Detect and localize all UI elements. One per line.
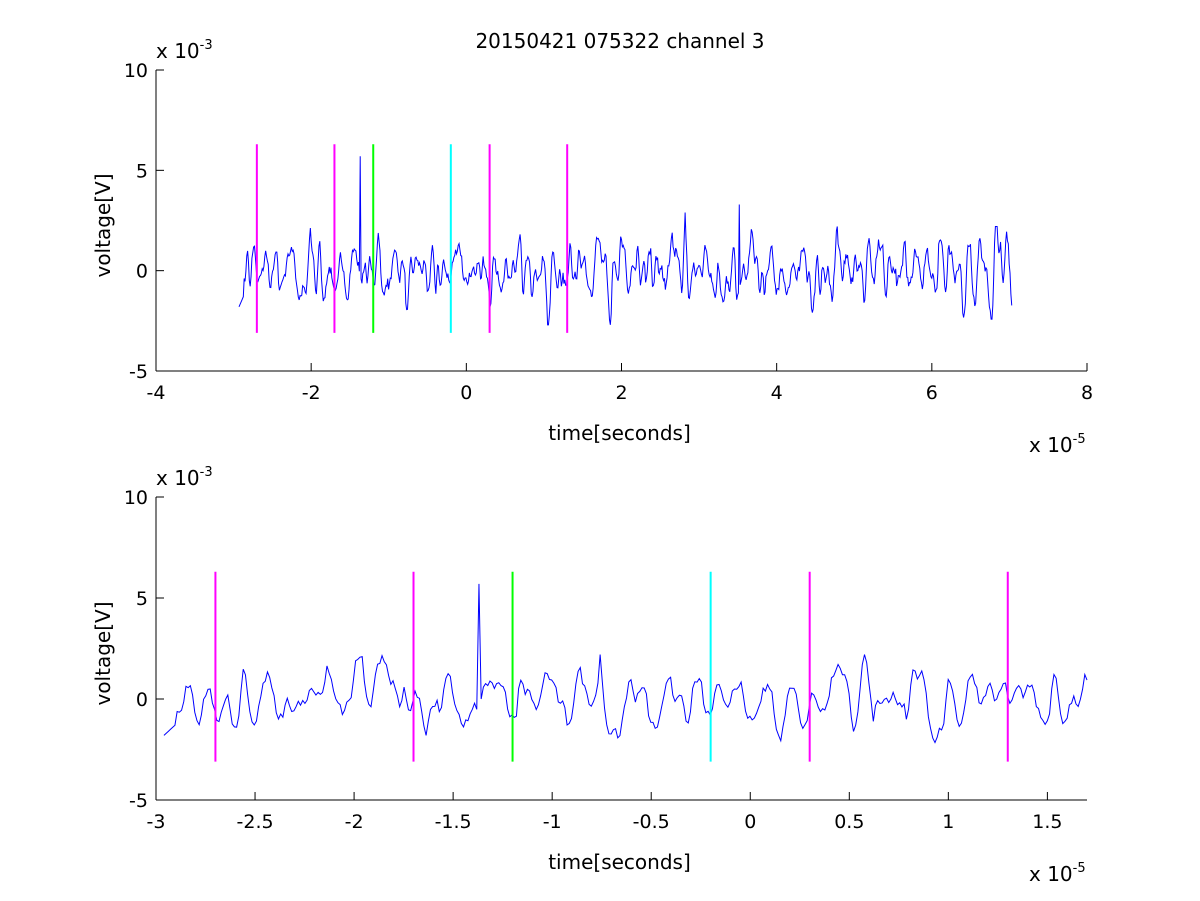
x-tick-label: 1 (942, 811, 954, 833)
x-axis-label: time[seconds] (548, 421, 691, 445)
y-tick-label: 0 (136, 261, 148, 283)
y-tick-label: 10 (124, 60, 148, 82)
top-plot: -4 -2 0 2 4 6 8 -5 0 5 10 x 10-3 x 10-5 time[seconds]… (91, 38, 1093, 457)
x-tick-label: -2 (302, 382, 321, 404)
y-tick-label: 5 (136, 588, 148, 610)
x-tick-label: 2 (615, 382, 627, 404)
x-tick-label: -1.5 (435, 811, 472, 833)
y-tick-label: -5 (129, 790, 148, 812)
x-tick-label: -3 (147, 811, 166, 833)
signal-trace (163, 583, 1088, 744)
x-tick-label: 4 (771, 382, 783, 404)
x-tick-label: 0.5 (834, 811, 864, 833)
y-axis-label: voltage[V] (91, 173, 115, 277)
y-tick-label: 5 (136, 160, 148, 182)
x-tick-label: -4 (147, 382, 166, 404)
y-tick-label: 10 (124, 487, 148, 509)
y-tick-label: -5 (129, 361, 148, 383)
signal-trace (238, 156, 1013, 326)
y-exponent-label: x 10-3 (156, 38, 213, 63)
x-tick-label: 0 (460, 382, 472, 404)
x-tick-label: 8 (1081, 382, 1093, 404)
x-tick-label: -2.5 (237, 811, 274, 833)
x-tick-label: 6 (926, 382, 938, 404)
x-tick-label: 0 (744, 811, 756, 833)
figure-title: 20150421 075322 channel 3 (475, 29, 764, 53)
x-tick-label: -0.5 (633, 811, 670, 833)
x-tick-label: -1 (543, 811, 562, 833)
y-axis-label: voltage[V] (91, 601, 115, 705)
y-tick-label: 0 (136, 689, 148, 711)
x-axis-label: time[seconds] (548, 850, 691, 874)
x-exponent-label: x 10-5 (1029, 861, 1086, 886)
x-tick-label: -2 (345, 811, 364, 833)
y-exponent-label: x 10-3 (156, 465, 213, 490)
x-exponent-label: x 10-5 (1029, 432, 1086, 457)
bottom-plot: -3 -2.5 -2 -1.5 -1 -0.5 0 0.5 1 1.5 -5 0 5 10 x 10-3 x … (91, 465, 1088, 886)
x-tick-label: 1.5 (1032, 811, 1062, 833)
